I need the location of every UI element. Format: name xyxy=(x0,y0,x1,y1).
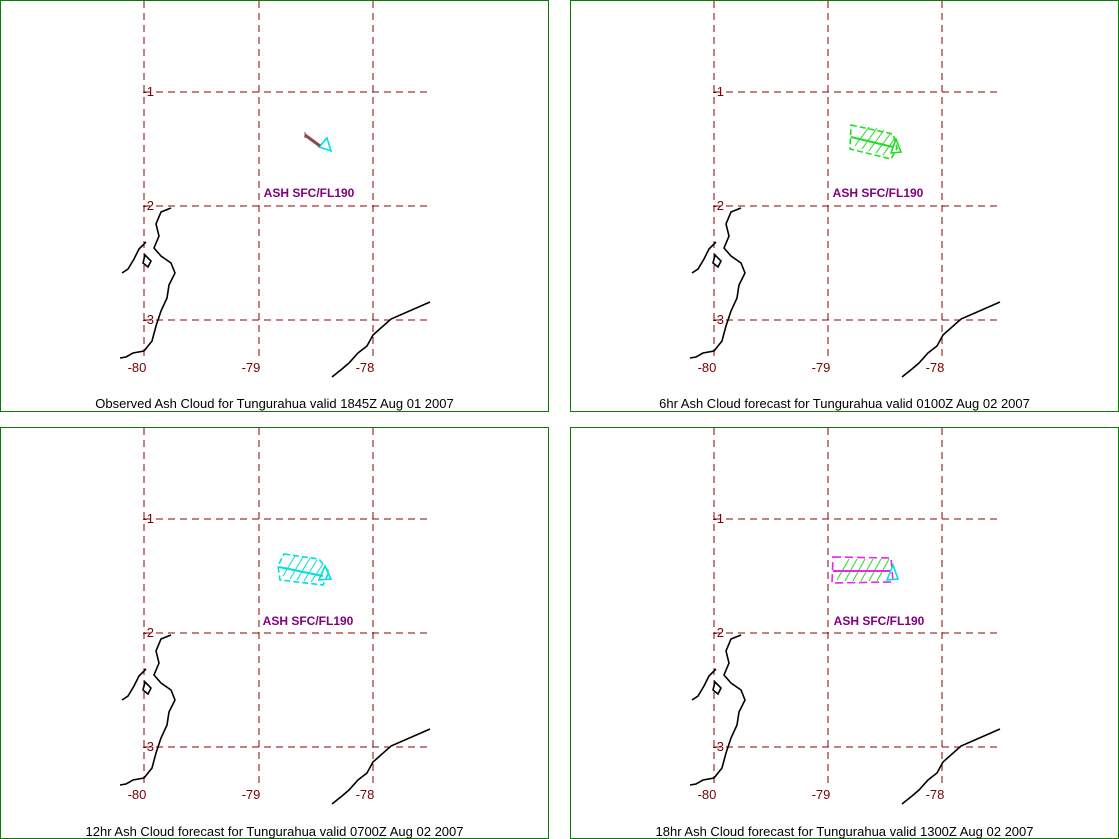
lon-label: -78 xyxy=(356,360,375,375)
map-canvas: -1 -2 -3 -80 -79 -78 AS xyxy=(689,1,1001,378)
lon-label: -80 xyxy=(128,787,147,802)
lon-label: -78 xyxy=(356,787,375,802)
tungurahua-volcano-icon xyxy=(885,562,900,581)
map-canvas: -1 -2 -3 -80 -79 -78 xyxy=(689,428,1001,805)
lat-label: -1 xyxy=(142,511,154,526)
tungurahua-volcano-icon xyxy=(317,136,333,153)
lat-label: -3 xyxy=(142,739,154,754)
lon-label: -80 xyxy=(698,787,717,802)
lat-label: -2 xyxy=(142,198,154,213)
coastline xyxy=(689,207,1001,378)
grid-lines xyxy=(713,1,1001,356)
map-panel-12hr: -1 -2 -3 -80 -79 -78 AS xyxy=(0,427,549,839)
coastline xyxy=(119,207,431,378)
grid-lines xyxy=(143,428,431,783)
lon-label: -79 xyxy=(812,787,831,802)
grid-lines xyxy=(143,1,431,356)
tungurahua-volcano-icon xyxy=(317,564,333,581)
coastline xyxy=(689,634,1001,805)
lat-label: -1 xyxy=(712,511,724,526)
lon-label: -80 xyxy=(698,360,717,375)
lat-label: -3 xyxy=(712,312,724,327)
panel-caption: 6hr Ash Cloud forecast for Tungurahua va… xyxy=(659,396,1030,411)
grid-lines xyxy=(713,428,1001,783)
coastline xyxy=(119,634,431,805)
ash-cloud-label: ASH SFC/FL190 xyxy=(264,186,355,200)
lon-label: -80 xyxy=(128,360,147,375)
tungurahua-volcano-icon xyxy=(889,136,903,154)
panel-caption: 12hr Ash Cloud forecast for Tungurahua v… xyxy=(85,824,464,839)
ash-cloud-label: ASH SFC/FL190 xyxy=(834,614,925,628)
ash-cloud-forecast xyxy=(849,124,903,160)
map-panel-6hr: -1 -2 -3 -80 -79 -78 AS xyxy=(570,0,1119,412)
ash-cloud-forecast xyxy=(277,553,333,586)
lat-label: -3 xyxy=(712,739,724,754)
panel-caption: Observed Ash Cloud for Tungurahua valid … xyxy=(95,396,454,411)
lat-label: -2 xyxy=(142,625,154,640)
lat-label: -1 xyxy=(712,84,724,99)
ash-cloud-label: ASH SFC/FL190 xyxy=(833,186,924,200)
lat-label: -2 xyxy=(712,198,724,213)
lat-label: -2 xyxy=(712,625,724,640)
lon-label: -78 xyxy=(926,787,945,802)
ash-cloud-observed xyxy=(304,132,333,153)
ash-cloud-label: ASH SFC/FL190 xyxy=(263,614,354,628)
map-panel-18hr: -1 -2 -3 -80 -79 -78 xyxy=(570,427,1119,839)
lat-labels: -1 -2 -3 xyxy=(142,84,154,327)
lat-label: -1 xyxy=(142,84,154,99)
ash-cloud-forecast xyxy=(831,556,900,584)
lon-label: -79 xyxy=(242,360,261,375)
map-panel-observed: -1 -2 -3 -80 -79 -78 ASH SFC/FL190 Obser… xyxy=(0,0,549,412)
lon-label: -79 xyxy=(242,787,261,802)
lon-labels: -80 -79 -78 xyxy=(128,360,375,375)
lat-label: -3 xyxy=(142,312,154,327)
panel-caption: 18hr Ash Cloud forecast for Tungurahua v… xyxy=(655,824,1034,839)
map-canvas: -1 -2 -3 -80 -79 -78 AS xyxy=(119,428,431,805)
lon-label: -78 xyxy=(926,360,945,375)
lon-label: -79 xyxy=(812,360,831,375)
map-canvas: -1 -2 -3 -80 -79 -78 ASH SFC/FL190 xyxy=(119,1,431,378)
ash-plume-line xyxy=(304,133,321,148)
